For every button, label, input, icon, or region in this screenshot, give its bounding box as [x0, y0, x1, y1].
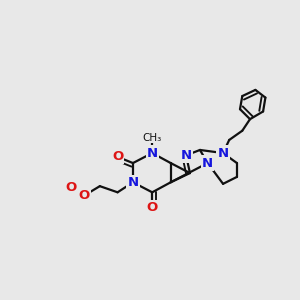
- Text: N: N: [128, 176, 139, 189]
- Text: O: O: [112, 150, 123, 164]
- Text: O: O: [79, 189, 90, 202]
- Text: N: N: [181, 149, 192, 162]
- Text: N: N: [202, 157, 213, 169]
- Text: O: O: [147, 201, 158, 214]
- Text: N: N: [147, 146, 158, 160]
- Text: CH₃: CH₃: [142, 133, 162, 142]
- Text: O: O: [66, 181, 77, 194]
- Text: N: N: [218, 146, 229, 160]
